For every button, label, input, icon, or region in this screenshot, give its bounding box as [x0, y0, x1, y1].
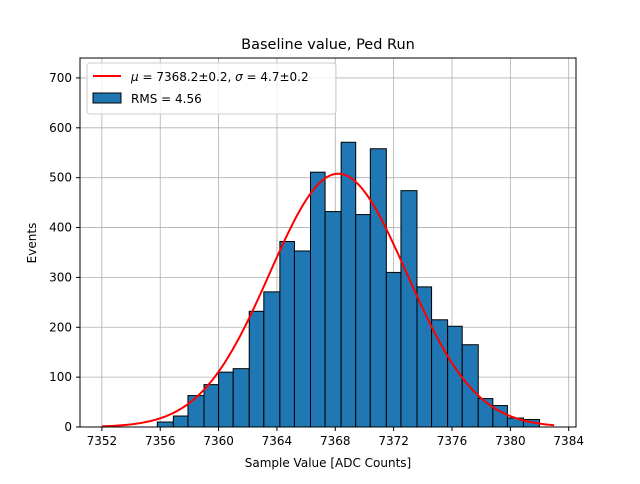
fit-curve [101, 172, 555, 428]
legend-fit-label: μ = 7368.2±0.2, σ = 4.7±0.2 [130, 70, 309, 84]
y-tick-label: 200 [49, 320, 72, 334]
legend-sigma-symbol: σ [235, 70, 243, 84]
y-tick-label: 600 [49, 121, 72, 135]
histogram-bar [447, 325, 463, 428]
x-tick-label: 7360 [203, 434, 234, 448]
histogram-bar [263, 291, 281, 428]
chart-title: Baseline value, Ped Run [241, 37, 415, 53]
histogram-bar [309, 171, 326, 428]
histogram-bar [385, 271, 402, 428]
plot-frame [79, 57, 577, 428]
histogram-bar [369, 148, 387, 428]
histogram-bar [232, 368, 250, 428]
x-tick-label: 7376 [437, 434, 468, 448]
histogram-bar [355, 214, 371, 428]
histogram-bar [324, 211, 342, 428]
y-tick-label: 700 [49, 71, 72, 85]
axes: 7352 7356 7360 7364 7368 7372 7376 7380 7384 0 100… [49, 57, 584, 448]
histogram-bar [172, 415, 189, 428]
histogram-bar [279, 241, 295, 428]
y-tick-label: 400 [49, 221, 72, 235]
histogram-bars [156, 141, 541, 428]
legend-sigma-value: = 4.7±0.2 [243, 70, 309, 84]
legend-mu-value: = 7368.2±0.2, [139, 70, 235, 84]
histogram-bar [416, 286, 433, 428]
x-tick-label: 7356 [145, 434, 176, 448]
legend-hist-label: RMS = 4.56 [131, 92, 202, 106]
histogram-bar [293, 250, 311, 428]
x-tick-label: 7372 [378, 434, 409, 448]
legend: μ = 7368.2±0.2, σ = 4.7±0.2 RMS = 4.56 [86, 62, 337, 115]
y-axis-label: Events [25, 223, 39, 264]
histogram-bar [187, 395, 205, 428]
legend-frame [86, 62, 337, 115]
histogram-bar [248, 310, 265, 428]
y-tick-label: 100 [49, 370, 72, 384]
x-tick-label: 7368 [320, 434, 351, 448]
x-tick-label: 7384 [553, 434, 584, 448]
histogram-bar [203, 384, 220, 428]
histogram-bar [156, 421, 174, 428]
legend-mu-symbol: μ [130, 70, 139, 84]
x-tick-label: 7352 [87, 434, 118, 448]
x-tick-label: 7364 [262, 434, 293, 448]
histogram-bar [400, 190, 418, 428]
histogram-bar [218, 371, 234, 428]
y-tick-label: 300 [49, 270, 72, 284]
gaussian-fit [101, 172, 555, 428]
legend-hist-swatch [92, 92, 122, 104]
y-tick-label: 0 [64, 420, 72, 434]
y-tick-label: 500 [49, 171, 72, 185]
x-tick-label: 7380 [495, 434, 526, 448]
histogram-bar [340, 141, 357, 428]
x-axis-label: Sample Value [ADC Counts] [245, 456, 411, 470]
histogram-bar [431, 319, 449, 428]
